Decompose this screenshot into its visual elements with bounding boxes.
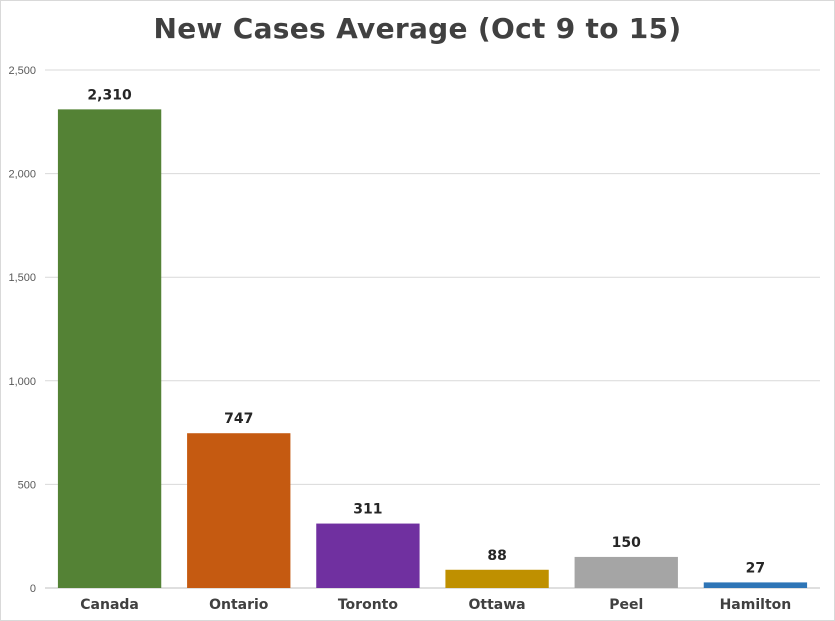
data-label: 150 [612,535,641,551]
bar-ontario [187,433,291,588]
y-tick-label: 2,500 [8,65,36,77]
data-label: 747 [224,411,253,427]
bar-canada [57,109,162,589]
chart-title: New Cases Average (Oct 9 to 15) [153,12,682,45]
x-tick-label: Peel [609,597,643,613]
data-label: 2,310 [87,87,132,103]
bar-hamilton [703,582,808,588]
y-tick-label: 1,500 [8,272,36,284]
x-tick-label: Hamilton [720,597,792,613]
bar-toronto [316,523,420,588]
y-tick-label: 1,000 [8,376,36,388]
data-label: 88 [487,548,506,564]
y-tick-label: 0 [30,583,36,595]
data-label: 311 [353,502,382,518]
bar-ottawa [445,569,549,588]
x-tick-label: Ottawa [469,597,526,613]
data-label: 27 [746,560,765,576]
x-tick-label: Canada [80,597,139,613]
y-tick-label: 500 [18,479,36,491]
x-tick-label: Ontario [209,597,269,613]
y-tick-label: 2,000 [8,169,36,181]
bar-peel [574,556,678,588]
x-tick-label: Toronto [338,597,398,613]
